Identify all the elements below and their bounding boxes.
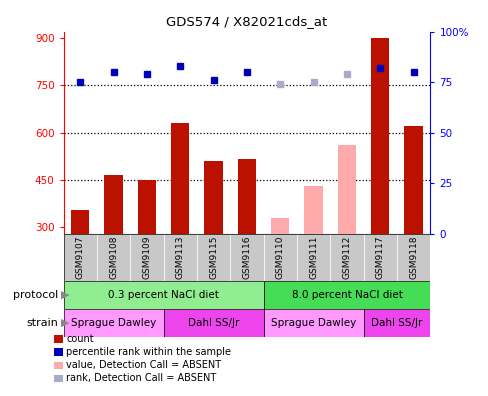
Bar [230, 234, 263, 281]
Bar [97, 234, 130, 281]
Bar [237, 160, 256, 234]
Text: strain: strain [27, 318, 59, 328]
Text: count: count [66, 334, 93, 344]
Bar [370, 38, 388, 234]
Title: GDS574 / X82021cds_at: GDS574 / X82021cds_at [166, 15, 327, 28]
Bar [270, 218, 289, 234]
Bar [171, 123, 189, 234]
Bar [263, 309, 363, 337]
Text: Dahl SS/Jr: Dahl SS/Jr [187, 318, 239, 328]
Bar [163, 234, 197, 281]
Text: 8.0 percent NaCl diet: 8.0 percent NaCl diet [291, 290, 402, 300]
Text: ▶: ▶ [61, 290, 69, 300]
Bar [138, 180, 156, 234]
Text: GSM9107: GSM9107 [76, 236, 84, 279]
Text: GSM9117: GSM9117 [375, 236, 384, 279]
Bar [130, 234, 163, 281]
Text: protocol: protocol [13, 290, 59, 300]
Text: GSM9108: GSM9108 [109, 236, 118, 279]
Text: Sprague Dawley: Sprague Dawley [270, 318, 356, 328]
Bar [163, 309, 263, 337]
Bar [404, 126, 422, 234]
Bar [396, 234, 429, 281]
Text: GSM9115: GSM9115 [209, 236, 218, 279]
Text: GSM9116: GSM9116 [242, 236, 251, 279]
Text: GSM9110: GSM9110 [275, 236, 284, 279]
Bar [337, 145, 355, 234]
Bar [363, 309, 429, 337]
Bar [363, 234, 396, 281]
Text: Dahl SS/Jr: Dahl SS/Jr [370, 318, 422, 328]
Text: Sprague Dawley: Sprague Dawley [71, 318, 156, 328]
Text: GSM9113: GSM9113 [175, 236, 184, 279]
Text: GSM9109: GSM9109 [142, 236, 151, 279]
Bar [263, 234, 296, 281]
Bar [63, 309, 163, 337]
Text: ▶: ▶ [61, 318, 69, 328]
Bar [204, 161, 223, 234]
Text: rank, Detection Call = ABSENT: rank, Detection Call = ABSENT [66, 373, 216, 383]
Bar [63, 281, 263, 309]
Bar [197, 234, 230, 281]
Text: value, Detection Call = ABSENT: value, Detection Call = ABSENT [66, 360, 221, 370]
Bar [263, 281, 429, 309]
Bar [71, 210, 89, 234]
Bar [304, 186, 322, 234]
Text: GSM9118: GSM9118 [408, 236, 417, 279]
Bar [63, 234, 97, 281]
Bar [329, 234, 363, 281]
Bar [296, 234, 329, 281]
Text: 0.3 percent NaCl diet: 0.3 percent NaCl diet [108, 290, 219, 300]
Text: GSM9112: GSM9112 [342, 236, 351, 279]
Bar [104, 175, 122, 234]
Text: percentile rank within the sample: percentile rank within the sample [66, 347, 230, 357]
Text: GSM9111: GSM9111 [308, 236, 318, 279]
